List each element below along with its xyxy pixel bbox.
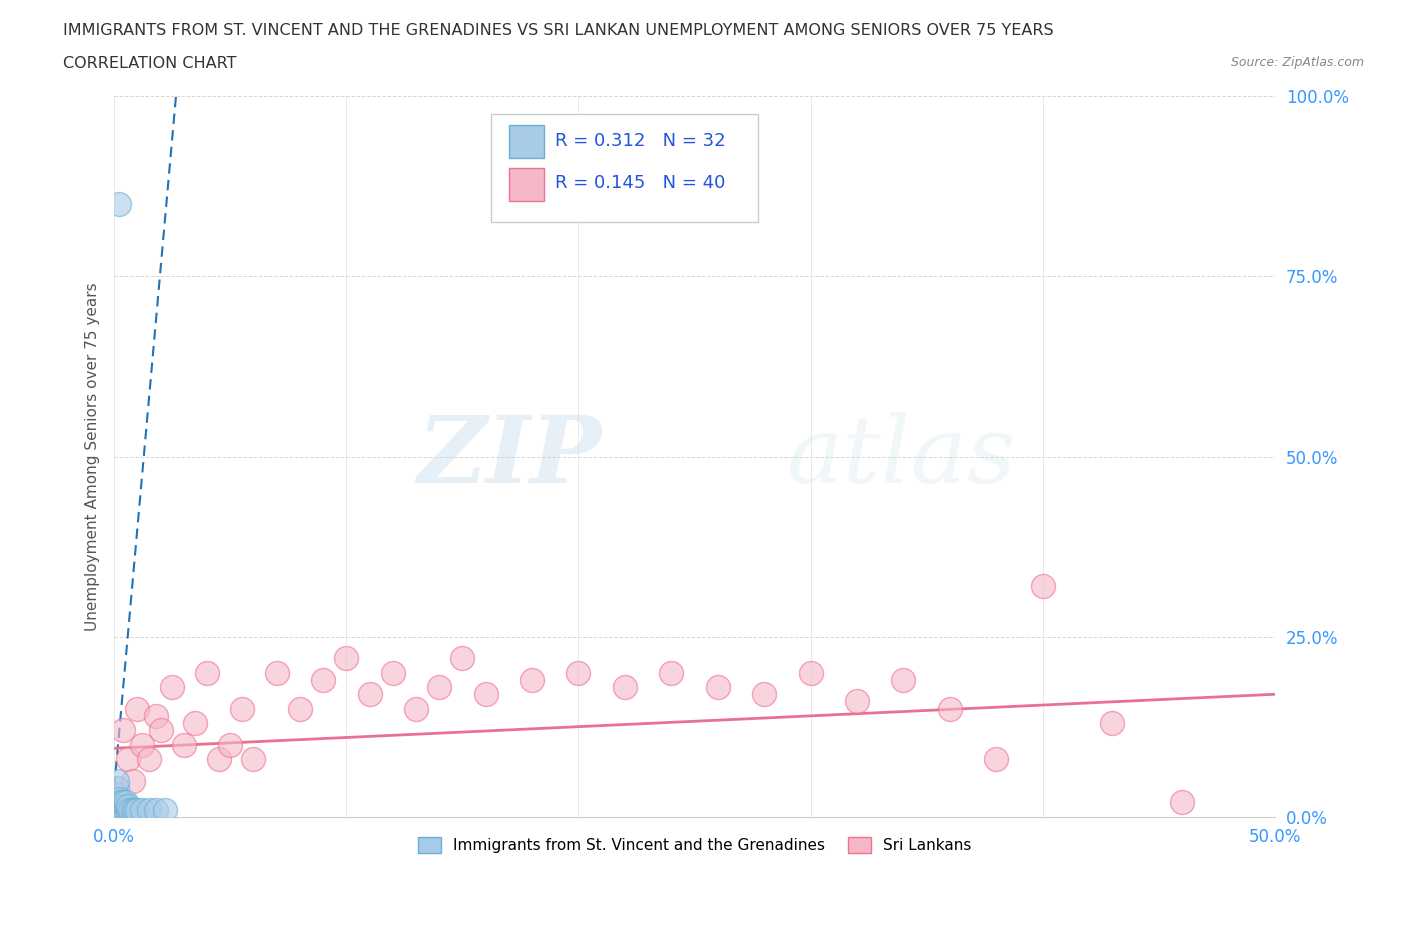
Point	[381, 665, 404, 680]
Point	[117, 799, 139, 814]
Point	[124, 802, 146, 817]
Point	[105, 780, 128, 795]
Point	[567, 665, 589, 680]
Point	[613, 680, 636, 695]
Text: CORRELATION CHART: CORRELATION CHART	[63, 56, 236, 71]
Point	[184, 715, 207, 730]
Point	[108, 799, 131, 814]
Point	[288, 701, 311, 716]
Point	[427, 680, 450, 695]
Point	[105, 788, 128, 803]
Point	[108, 791, 131, 806]
Point	[138, 802, 160, 817]
Point	[105, 773, 128, 788]
Point	[706, 680, 728, 695]
Point	[266, 665, 288, 680]
Point	[131, 802, 153, 817]
Point	[112, 795, 135, 810]
Point	[312, 672, 335, 687]
Point	[108, 197, 131, 212]
Point	[335, 651, 357, 666]
Text: atlas: atlas	[787, 412, 1017, 501]
Point	[160, 680, 183, 695]
Point	[107, 799, 129, 814]
Point	[110, 799, 132, 814]
Point	[104, 795, 127, 810]
Point	[891, 672, 914, 687]
Text: R = 0.145   N = 40: R = 0.145 N = 40	[555, 174, 725, 193]
Point	[105, 795, 128, 810]
Legend: Immigrants from St. Vincent and the Grenadines, Sri Lankans: Immigrants from St. Vincent and the Gren…	[412, 831, 977, 859]
FancyBboxPatch shape	[509, 168, 544, 201]
Point	[127, 802, 149, 817]
Text: R = 0.312   N = 32: R = 0.312 N = 32	[555, 132, 725, 151]
Point	[173, 737, 195, 752]
Y-axis label: Unemployment Among Seniors over 75 years: Unemployment Among Seniors over 75 years	[86, 282, 100, 631]
Point	[208, 751, 231, 766]
Point	[117, 802, 139, 817]
Point	[112, 802, 135, 817]
Point	[1171, 795, 1194, 810]
Point	[138, 751, 160, 766]
Point	[108, 802, 131, 817]
FancyBboxPatch shape	[509, 126, 544, 157]
Point	[127, 701, 149, 716]
Text: Source: ZipAtlas.com: Source: ZipAtlas.com	[1230, 56, 1364, 69]
Text: ZIP: ZIP	[418, 412, 602, 501]
Point	[939, 701, 962, 716]
Point	[752, 687, 775, 702]
Point	[359, 687, 381, 702]
Point	[110, 795, 132, 810]
FancyBboxPatch shape	[491, 114, 758, 222]
Point	[120, 802, 142, 817]
Point	[219, 737, 242, 752]
Point	[659, 665, 682, 680]
Point	[799, 665, 821, 680]
Point	[121, 773, 143, 788]
Point	[105, 799, 128, 814]
Point	[149, 723, 172, 737]
Point	[231, 701, 253, 716]
Text: IMMIGRANTS FROM ST. VINCENT AND THE GRENADINES VS SRI LANKAN UNEMPLOYMENT AMONG : IMMIGRANTS FROM ST. VINCENT AND THE GREN…	[63, 23, 1054, 38]
Point	[845, 694, 868, 709]
Point	[145, 709, 167, 724]
Point	[1101, 715, 1123, 730]
Point	[105, 802, 128, 817]
Point	[114, 799, 136, 814]
Point	[114, 795, 136, 810]
Point	[131, 737, 153, 752]
Point	[986, 751, 1008, 766]
Point	[474, 687, 496, 702]
Point	[195, 665, 218, 680]
Point	[110, 802, 132, 817]
Point	[105, 791, 128, 806]
Point	[451, 651, 474, 666]
Point	[112, 723, 135, 737]
Point	[121, 802, 143, 817]
Point	[108, 795, 131, 810]
Point	[1032, 578, 1054, 593]
Point	[155, 802, 177, 817]
Point	[405, 701, 427, 716]
Point	[117, 751, 139, 766]
Point	[114, 802, 136, 817]
Point	[520, 672, 543, 687]
Point	[145, 802, 167, 817]
Point	[242, 751, 264, 766]
